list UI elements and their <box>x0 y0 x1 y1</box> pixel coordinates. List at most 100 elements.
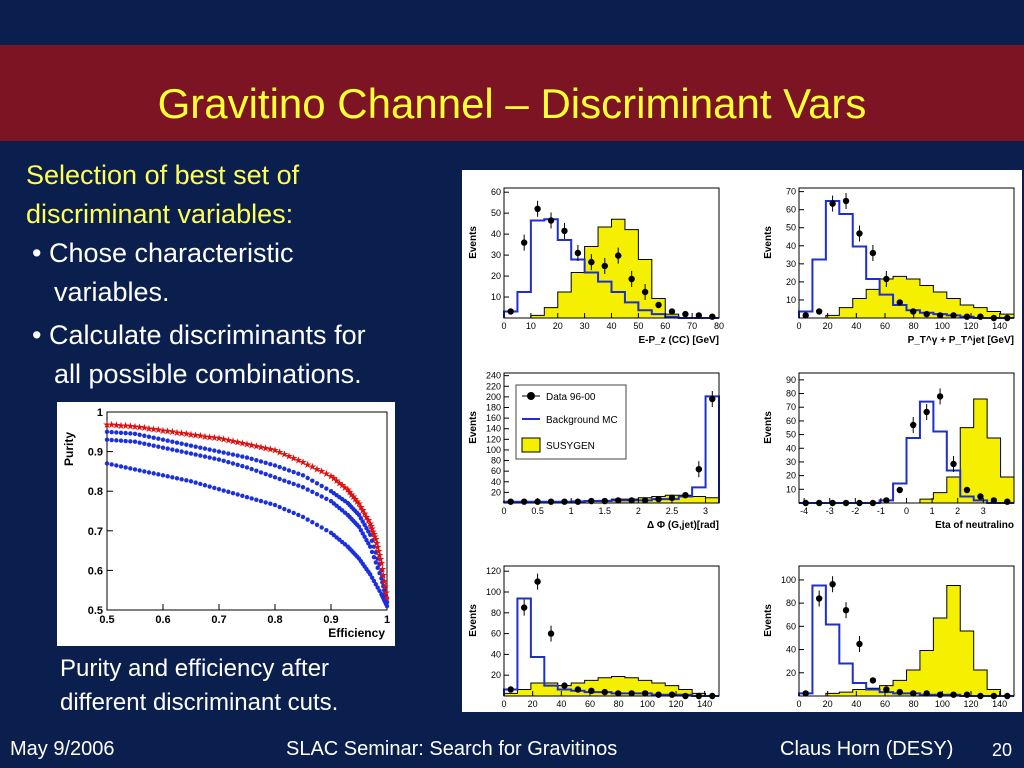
y-tick-label: 30 <box>786 259 796 269</box>
purity-point <box>373 560 378 565</box>
y-tick-label: 100 <box>781 575 796 585</box>
purity-point <box>244 455 250 460</box>
bullet-1-line-2: variables. <box>54 277 170 307</box>
data-point <box>883 497 890 504</box>
histogram-1: 0 10 20 30 40 50 60 70 80 10 20 30 40 50 60 Events E-P_z… <box>468 187 724 346</box>
footer-title: SLAC Seminar: Search for Gravitinos <box>286 738 618 760</box>
purity-point-star: ★ <box>329 474 338 485</box>
purity-point-star: ★ <box>343 485 352 496</box>
x-tick-label: 20 <box>528 699 538 709</box>
purity-point <box>377 562 382 567</box>
purity-point <box>221 450 226 455</box>
purity-point <box>268 461 273 467</box>
purity-point <box>310 478 315 483</box>
purity-point <box>364 537 369 543</box>
y-tick-label: 0.7 <box>88 526 103 538</box>
purity-point <box>128 466 133 471</box>
purity-point-star: ★ <box>373 543 382 554</box>
purity-point-star: ★ <box>233 438 242 449</box>
data-point <box>588 258 595 266</box>
purity-point-star: ★ <box>140 423 149 434</box>
data-point <box>896 299 903 306</box>
x-tick-label: 0 <box>796 321 801 331</box>
x-tick-label: 0 <box>501 321 506 331</box>
purity-point-star: ★ <box>252 442 261 453</box>
data-point <box>574 686 582 693</box>
histogram-frame <box>503 565 720 697</box>
purity-point <box>118 464 124 469</box>
purity-point <box>258 470 264 475</box>
purity-efficiency-svg: 0.5 0.6 0.7 0.8 0.9 10.50.60.70.80.91 ★★★★★★★… <box>62 407 391 640</box>
purity-point <box>258 459 264 464</box>
signal-histogram <box>799 585 1014 697</box>
purity-point <box>165 474 170 479</box>
x-axis-label: Efficiency <box>328 626 385 640</box>
purity-point-star: ★ <box>126 422 135 433</box>
data-point <box>668 308 676 315</box>
purity-point <box>369 538 375 543</box>
data-point <box>507 498 514 505</box>
y-tick-label: 50 <box>491 208 501 218</box>
purity-point-star: ★ <box>380 576 389 587</box>
purity-point <box>314 481 320 486</box>
purity-point <box>212 456 217 461</box>
purity-point <box>282 478 287 483</box>
x-tick-label: 70 <box>687 321 697 331</box>
x-tick-label: 100 <box>640 699 655 709</box>
purity-point-star: ★ <box>351 494 360 505</box>
x-tick-label: 40 <box>851 699 861 709</box>
purity-point <box>142 469 147 474</box>
purity-point <box>104 461 110 466</box>
purity-point <box>160 445 166 450</box>
purity-point <box>358 527 364 533</box>
x-tick-label: 3 <box>703 506 708 516</box>
data-point <box>655 691 662 698</box>
purity-point-star: ★ <box>187 430 196 441</box>
purity-point <box>235 453 240 458</box>
purity-point <box>305 487 310 492</box>
data-point <box>950 312 957 319</box>
signal-histogram <box>504 218 719 319</box>
purity-point <box>198 453 203 458</box>
purity-point <box>384 603 390 609</box>
purity-point <box>249 456 254 462</box>
y-tick-label: 40 <box>491 229 501 239</box>
data-point <box>963 486 971 494</box>
background-histogram <box>798 200 1014 319</box>
purity-point <box>170 475 175 480</box>
purity-point <box>300 473 306 478</box>
purity-point-star: ★ <box>117 421 126 432</box>
data-point <box>547 630 555 637</box>
y-tick-label: 1 <box>97 407 103 419</box>
purity-point-star: ★ <box>275 448 284 459</box>
purity-point <box>249 496 254 501</box>
histogram-frame <box>798 187 1015 319</box>
y-tick-label: 90 <box>786 375 796 385</box>
purity-point <box>268 501 273 506</box>
purity-point <box>184 442 189 447</box>
purity-point <box>282 466 287 471</box>
data-point <box>923 310 930 318</box>
data-point <box>910 308 917 315</box>
data-point <box>668 494 676 501</box>
y-tick-label: 70 <box>786 187 796 197</box>
y-tick-label: 60 <box>786 205 796 215</box>
x-tick-label: 40 <box>556 699 566 709</box>
purity-point-star: ★ <box>107 420 116 431</box>
histogram-6: 02040608010012014020406080100EventsInvar… <box>763 565 1015 724</box>
data-point <box>709 395 716 403</box>
purity-point-star: ★ <box>358 506 367 517</box>
data-point <box>977 493 984 500</box>
purity-point <box>202 454 208 459</box>
purity-point-star: ★ <box>347 490 356 501</box>
data-point <box>963 313 971 320</box>
purity-point <box>146 442 152 447</box>
purity-point <box>254 468 259 473</box>
purity-point <box>254 497 259 502</box>
data-point <box>802 312 809 319</box>
purity-point <box>123 430 128 436</box>
purity-point-star: ★ <box>121 421 130 432</box>
purity-point <box>382 591 388 597</box>
purity-point <box>151 443 156 448</box>
purity-point-star: ★ <box>219 435 228 446</box>
